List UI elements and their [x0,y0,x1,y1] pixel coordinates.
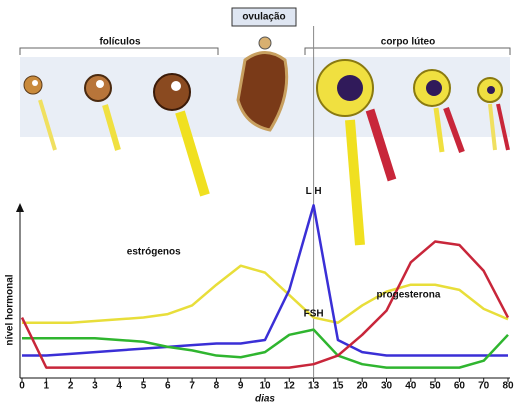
series-label: L H [306,186,322,197]
x-tick-label: 20 [357,381,369,392]
y-axis-label: nível hormonal [5,274,16,345]
chart: ovulação folículos corpo lúteo nível hor… [0,0,515,408]
phase-label: corpo lúteo [381,37,435,48]
x-tick-label: 5 [141,381,147,392]
phase-label: folículos [99,37,141,48]
bracket [20,48,218,55]
x-tick-label: 10 [259,381,271,392]
x-tick-label: 60 [454,381,466,392]
x-tick-label: 15 [332,381,344,392]
series-line [22,330,508,368]
x-tick-label: 70 [478,381,490,392]
x-tick-label: 80 [502,381,514,392]
axis-arrow [16,203,24,212]
x-tick-label: 3 [92,381,98,392]
chart-title: ovulação [242,12,285,23]
series-label: estrógenos [127,246,181,257]
series-line [22,242,508,368]
x-tick-label: 50 [430,381,442,392]
x-tick-label: 12 [284,381,296,392]
series-line [22,205,508,355]
series-label: FSH [304,308,324,319]
x-tick-label: 9 [238,381,244,392]
x-tick-label: 7 [189,381,195,392]
x-tick-label: 6 [165,381,171,392]
x-tick-label: 40 [405,381,417,392]
x-tick-label: 13 [308,381,320,392]
x-tick-label: 8 [214,381,220,392]
x-tick-label: 0 [19,381,25,392]
series-label: progesterona [377,289,441,300]
x-tick-label: 30 [381,381,393,392]
x-tick-label: 4 [116,381,122,392]
x-tick-label: 1 [44,381,50,392]
x-tick-label: 2 [68,381,74,392]
x-axis-label: dias [255,394,275,405]
bracket [305,48,510,55]
